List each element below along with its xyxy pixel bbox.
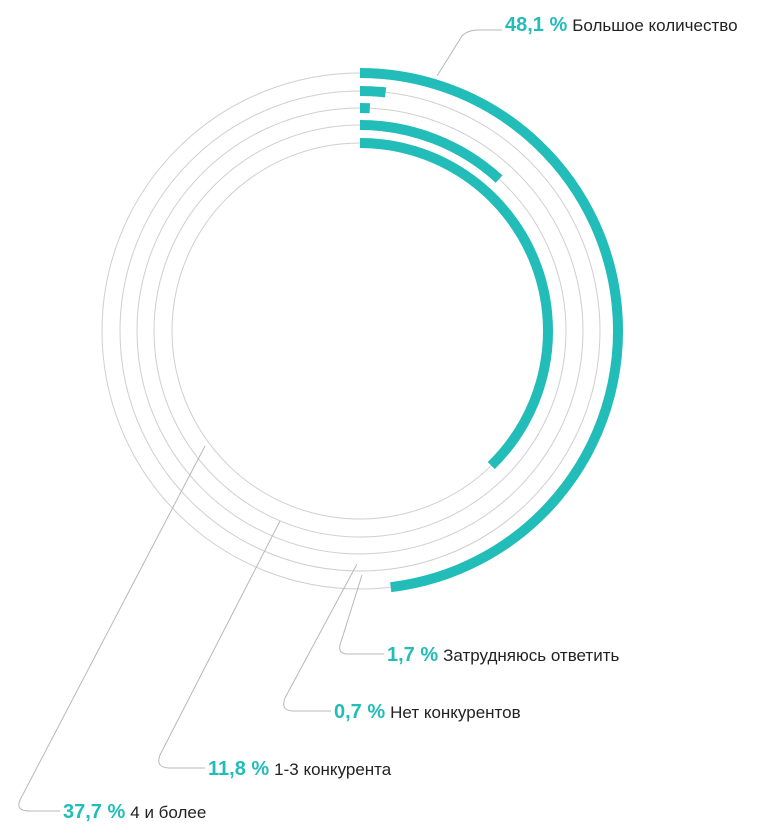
category-label: 4 и более bbox=[130, 803, 206, 822]
leader-line bbox=[283, 563, 358, 712]
value-label: 48,1 % Большое количество bbox=[505, 14, 738, 36]
percent-label: 0,7 % bbox=[334, 701, 385, 723]
value-label: 0,7 % Нет конкурентов bbox=[334, 701, 521, 723]
value-arcs bbox=[359, 68, 623, 593]
category-label: Нет конкурентов bbox=[390, 703, 520, 722]
leader-line bbox=[436, 29, 502, 77]
percent-label: 11,8 % bbox=[208, 758, 269, 780]
value-arc bbox=[359, 120, 503, 183]
percent-label: 1,7 % bbox=[387, 644, 438, 666]
percent-label: 48,1 % bbox=[505, 14, 567, 36]
value-arc bbox=[359, 86, 387, 98]
guide-ring bbox=[119, 90, 601, 572]
category-label: Затрудняюсь ответить bbox=[443, 646, 619, 665]
leader-line bbox=[158, 520, 281, 769]
category-label: 1-3 конкурента bbox=[274, 760, 392, 779]
value-labels: 48,1 % Большое количество 1,7 % Затрудняюсь… bbox=[63, 14, 738, 823]
value-arc bbox=[359, 138, 553, 470]
value-label: 37,7 % 4 и более bbox=[63, 801, 206, 823]
percent-label: 37,7 % bbox=[63, 801, 125, 823]
guide-ring bbox=[136, 107, 584, 555]
leader-line bbox=[339, 574, 384, 655]
category-label: Большое количество bbox=[572, 16, 737, 35]
value-arc bbox=[359, 68, 623, 593]
leader-lines bbox=[18, 29, 502, 812]
leader-line bbox=[18, 445, 206, 812]
guide-ring bbox=[153, 124, 567, 538]
value-label: 1,7 % Затрудняюсь ответить bbox=[387, 644, 620, 666]
value-label: 11,8 % 1-3 конкурента bbox=[208, 758, 392, 780]
